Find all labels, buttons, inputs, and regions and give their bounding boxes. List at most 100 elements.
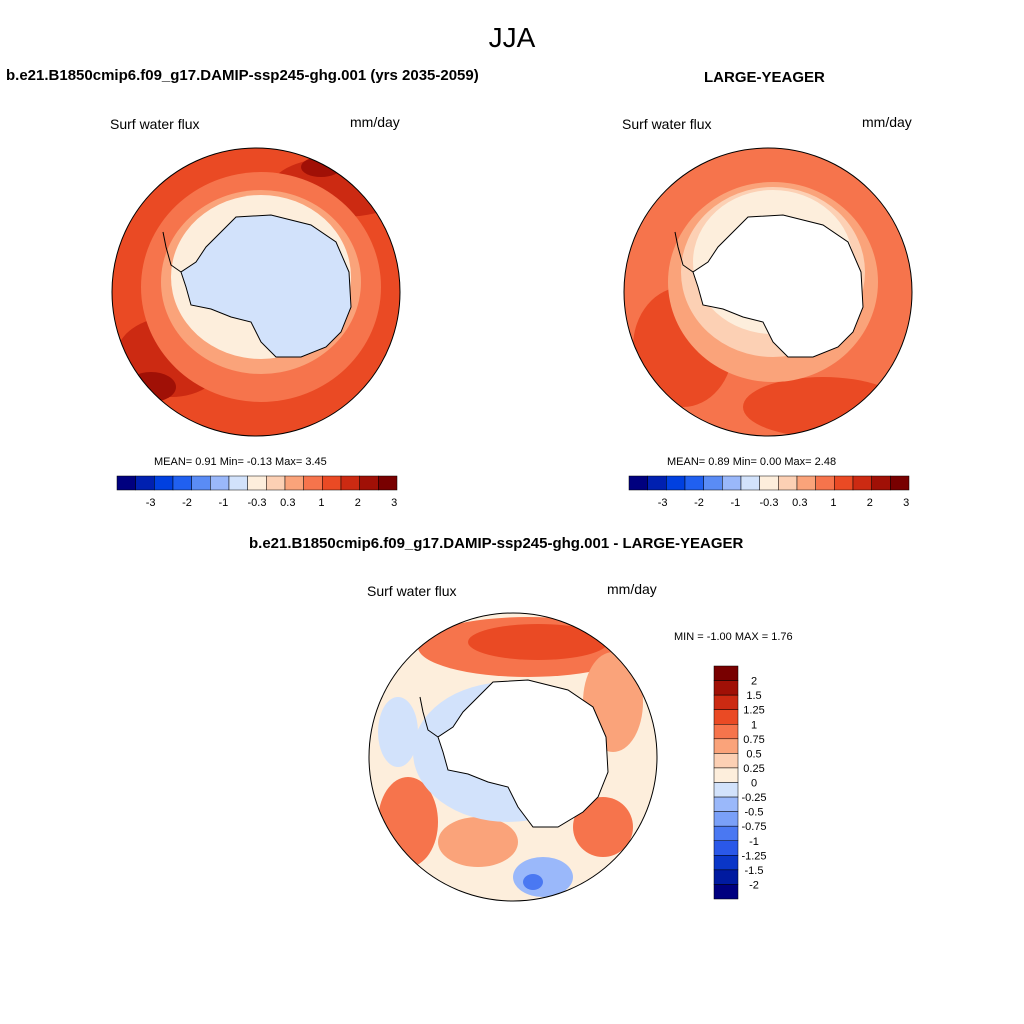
variable-label: Surf water flux [622, 116, 712, 132]
colorbar-swatch [713, 855, 739, 871]
polar-map-diff [368, 612, 658, 902]
colorbar-obs: -3 -2 -1 -0.3 0.3 1 2 3 [628, 475, 910, 509]
colorbar-swatch [284, 475, 304, 491]
colorbar-swatch [713, 825, 739, 841]
red-region [468, 624, 608, 660]
colorbar-tick-label: 0.3 [792, 497, 807, 509]
polar-map-model [111, 147, 401, 437]
colorbar-swatch [703, 475, 723, 491]
panel-title-model: b.e21.B1850cmip6.f09_g17.DAMIP-ssp245-gh… [6, 67, 479, 84]
colorbar-tick-label: -2 [749, 879, 759, 891]
colorbar-swatch [713, 796, 739, 812]
colorbar-tick-label: -2 [694, 497, 704, 509]
colorbar-tick-label: 1 [751, 719, 757, 731]
colorbar-swatch [713, 753, 739, 769]
map-boundary [623, 147, 913, 437]
colorbar-swatch [154, 475, 174, 491]
colorbar-swatch [322, 475, 342, 491]
colorbar-swatch [713, 694, 739, 710]
colorbar-swatch [210, 475, 230, 491]
units-label: mm/day [350, 114, 400, 130]
colorbar-tick-label: -1.5 [745, 865, 764, 877]
colorbar-tick-label: 2 [751, 676, 757, 688]
colorbar-tick-label: 1 [318, 497, 324, 509]
units-label: mm/day [862, 114, 912, 130]
colorbar-tick-label: 3 [391, 497, 397, 509]
colorbar-swatch [713, 869, 739, 885]
colorbar-tick-label: 1.5 [746, 690, 761, 702]
colorbar-tick-label: 1.25 [743, 705, 764, 717]
colorbar-swatch [796, 475, 816, 491]
colorbar-tick-label: -0.25 [741, 792, 766, 804]
colorbar-swatch [713, 840, 739, 856]
colorbar-tick-label: -0.3 [248, 497, 267, 509]
panel-title-diff: b.e21.B1850cmip6.f09_g17.DAMIP-ssp245-gh… [249, 535, 744, 552]
colorbar-tick-label: -1 [731, 497, 741, 509]
stats-label: MEAN= 0.91 Min= -0.13 Max= 3.45 [154, 456, 327, 468]
red-region [743, 377, 903, 436]
colorbar-tick-label: 0.5 [746, 748, 761, 760]
colorbar-tick-label: 0.75 [743, 734, 764, 746]
colorbar-swatch [713, 724, 739, 740]
colorbar-swatch [684, 475, 704, 491]
colorbar-swatch [713, 782, 739, 798]
colorbar-tick-label: -0.5 [745, 807, 764, 819]
colorbar-swatch [871, 475, 891, 491]
colorbar-swatch [713, 767, 739, 783]
variable-label: Surf water flux [367, 583, 457, 599]
colorbar-swatch [759, 475, 779, 491]
colorbar-swatch [135, 475, 155, 491]
variable-label: Surf water flux [110, 116, 200, 132]
colorbar-swatch [778, 475, 798, 491]
colorbar-swatch [713, 738, 739, 754]
colorbar-swatch [713, 709, 739, 725]
colorbar-swatch [713, 665, 739, 681]
stats-label: MEAN= 0.89 Min= 0.00 Max= 2.48 [667, 456, 837, 468]
colorbar-swatch [172, 475, 192, 491]
colorbar-swatch [713, 680, 739, 696]
colorbar-swatch [713, 811, 739, 827]
deep-blue-region [523, 874, 543, 890]
colorbar-swatch [228, 475, 248, 491]
colorbar-tick-label: -1.25 [741, 850, 766, 862]
colorbar-swatch [340, 475, 360, 491]
colorbar-tick-label: -1 [219, 497, 229, 509]
colorbar-swatch [628, 475, 648, 491]
colorbar-tick-label: 2 [355, 497, 361, 509]
orange-region [573, 797, 633, 857]
antarctic-peninsula [162, 231, 182, 273]
dark-red-region [126, 372, 176, 402]
colorbar-model: -3 -2 -1 -0.3 0.3 1 2 3 [116, 475, 398, 509]
antarctic-peninsula [419, 696, 439, 738]
colorbar-tick-label: -3 [146, 497, 156, 509]
colorbar-swatch [378, 475, 398, 491]
colorbar-tick-label: -3 [658, 497, 668, 509]
colorbar-diff: 2 1.5 1.25 1 0.75 0.5 0.25 0 -0.25 -0.5 -0.75 -1 -1.… [713, 665, 767, 900]
antarctica-landmass [437, 679, 609, 828]
map-boundary [111, 147, 401, 437]
blue-region [513, 857, 573, 897]
colorbar-swatch [266, 475, 286, 491]
polar-map-obs [623, 147, 913, 437]
antarctic-peninsula [674, 231, 694, 273]
colorbar-swatch [713, 884, 739, 900]
colorbar-swatch [722, 475, 742, 491]
colorbar-swatch [890, 475, 910, 491]
colorbar-swatch [666, 475, 686, 491]
light-blue-region [378, 697, 418, 767]
colorbar-swatch [815, 475, 835, 491]
colorbar-swatch [359, 475, 379, 491]
colorbar-tick-label: 0.25 [743, 763, 764, 775]
season-title: JJA [488, 22, 536, 53]
colorbar-swatch [740, 475, 760, 491]
colorbar-swatch [852, 475, 872, 491]
colorbar-swatch [303, 475, 323, 491]
colorbar-swatch [834, 475, 854, 491]
min-max-label: MIN = -1.00 MAX = 1.76 [674, 631, 793, 643]
colorbar-tick-label: -0.3 [760, 497, 779, 509]
antarctica-landmass [692, 214, 864, 358]
colorbar-tick-label: 2 [867, 497, 873, 509]
colorbar-tick-label: 0 [751, 778, 757, 790]
map-boundary [368, 612, 658, 902]
antarctica-landmass [180, 214, 352, 358]
